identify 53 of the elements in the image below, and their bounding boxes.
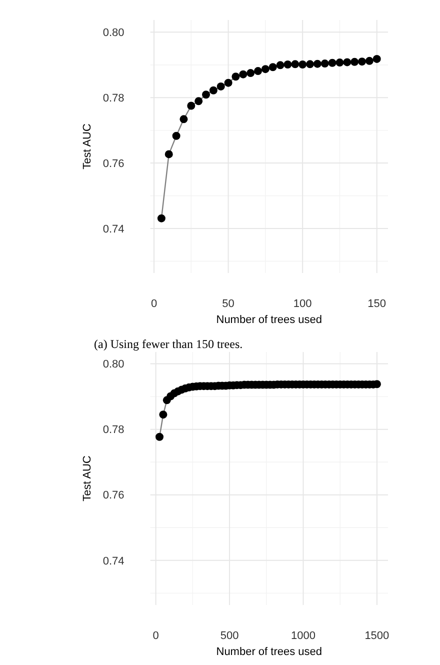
point	[358, 58, 366, 66]
point	[157, 214, 166, 222]
point	[298, 60, 307, 69]
point	[336, 58, 344, 67]
point	[172, 132, 180, 140]
point	[276, 61, 284, 70]
y-tick-label: 0.78	[102, 424, 124, 436]
point	[350, 58, 359, 66]
point	[306, 60, 314, 68]
point	[320, 60, 329, 68]
point	[156, 432, 164, 441]
point	[254, 67, 262, 76]
x-tick-label: 1500	[364, 630, 390, 642]
point	[159, 410, 168, 419]
point	[187, 102, 196, 110]
x-tick-label: 0	[152, 630, 159, 642]
y-tick-label: 0.80	[102, 358, 124, 371]
point	[239, 70, 248, 78]
x-tick-label: 50	[222, 298, 234, 310]
x-tick-label: 500	[220, 630, 239, 642]
x-axis-title: Number of trees used	[216, 314, 322, 326]
y-tick-label: 0.76	[102, 158, 124, 170]
point	[372, 54, 381, 63]
x-tick-label: 0	[150, 298, 158, 310]
y-tick-label: 0.76	[102, 490, 124, 502]
point	[180, 115, 188, 124]
text: (a) Using fewer than 150 trees.	[94, 337, 243, 351]
point	[291, 60, 300, 68]
point	[268, 63, 277, 72]
y-tick-label: 0.74	[102, 223, 124, 236]
point	[224, 78, 232, 87]
y-axis-title: Test AUC	[81, 124, 94, 170]
point	[313, 60, 322, 68]
y-tick-label: 0.74	[102, 555, 124, 568]
x-axis-title: Number of trees used	[216, 646, 322, 658]
point	[209, 86, 218, 94]
x-tick-label: 100	[293, 298, 312, 310]
point	[284, 60, 292, 69]
x-tick-label: 1000	[290, 630, 316, 642]
point	[328, 58, 336, 67]
point	[216, 82, 225, 90]
y-tick-label: 0.78	[102, 92, 124, 104]
x-tick-label: 150	[368, 298, 386, 310]
point	[246, 69, 255, 78]
point	[261, 65, 270, 74]
point	[164, 150, 173, 158]
point	[202, 90, 210, 99]
point	[343, 58, 352, 66]
point	[365, 56, 374, 65]
point	[194, 97, 203, 106]
point	[232, 72, 240, 81]
y-tick-label: 0.80	[102, 26, 124, 39]
y-axis-title: Test AUC	[81, 456, 94, 502]
